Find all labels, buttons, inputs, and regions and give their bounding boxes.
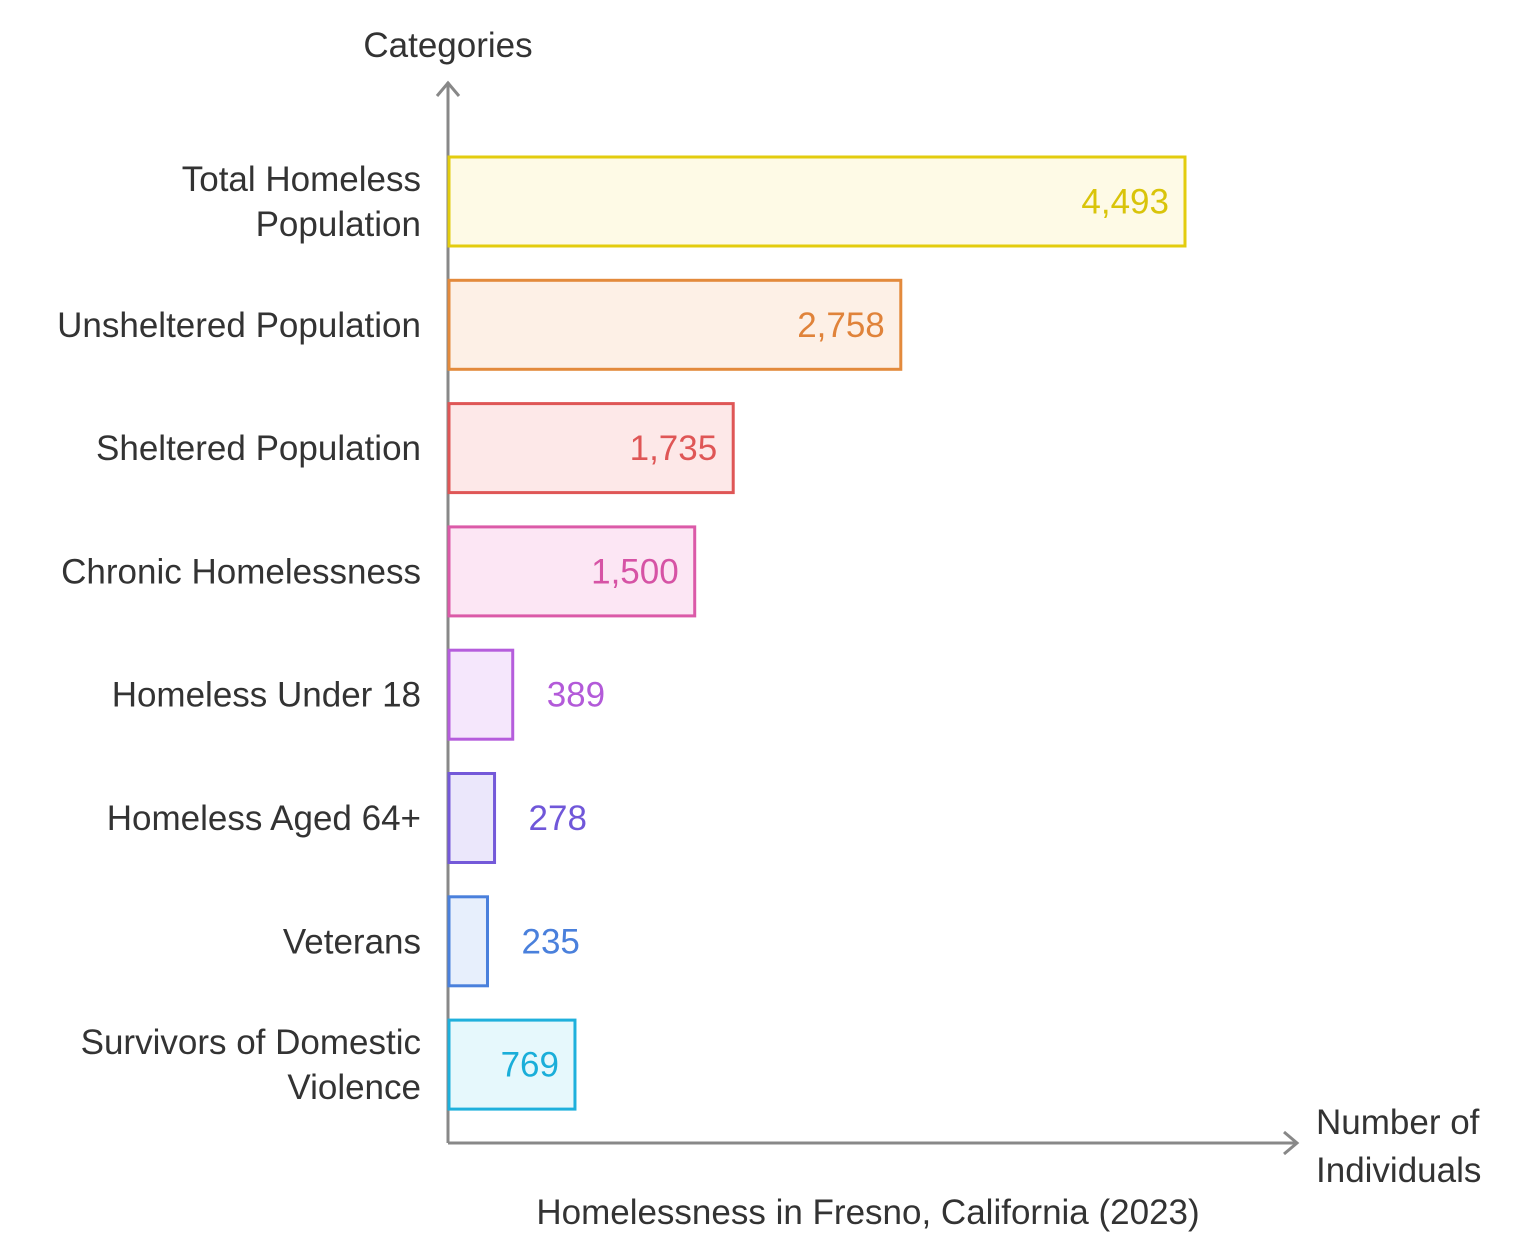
category-label: Total Homeless Population bbox=[182, 160, 421, 244]
bar bbox=[447, 772, 497, 864]
value-label: 4,493 bbox=[1081, 183, 1169, 222]
x-axis-label: Number of Individuals bbox=[1316, 1103, 1481, 1190]
value-label: 389 bbox=[547, 676, 605, 715]
bar bbox=[447, 155, 1187, 248]
category-label: Homeless Aged 64+ bbox=[107, 799, 421, 838]
value-label: 1,735 bbox=[630, 429, 718, 468]
value-label: 769 bbox=[501, 1046, 559, 1085]
category-label: Unsheltered Population bbox=[57, 306, 421, 345]
x-axis-arrow-icon bbox=[1283, 1130, 1300, 1156]
bar bbox=[447, 402, 735, 495]
value-label: 2,758 bbox=[797, 306, 885, 345]
y-axis-label: Categories bbox=[363, 26, 532, 65]
value-label: 235 bbox=[521, 922, 579, 961]
bar bbox=[447, 278, 903, 371]
bar bbox=[447, 1018, 577, 1111]
bar bbox=[447, 648, 515, 741]
value-label: 1,500 bbox=[591, 552, 679, 591]
value-label: 278 bbox=[529, 799, 587, 838]
category-label: Veterans bbox=[283, 922, 421, 961]
category-label: Homeless Under 18 bbox=[112, 676, 421, 715]
chart-title: Homelessness in Fresno, California (2023… bbox=[536, 1193, 1199, 1232]
bar bbox=[447, 895, 489, 988]
y-axis-arrow-icon bbox=[435, 80, 461, 97]
category-label: Survivors of Domestic Violence bbox=[81, 1023, 421, 1107]
bar bbox=[447, 525, 697, 618]
category-label: Chronic Homelessness bbox=[61, 552, 421, 591]
category-label: Sheltered Population bbox=[96, 429, 421, 468]
